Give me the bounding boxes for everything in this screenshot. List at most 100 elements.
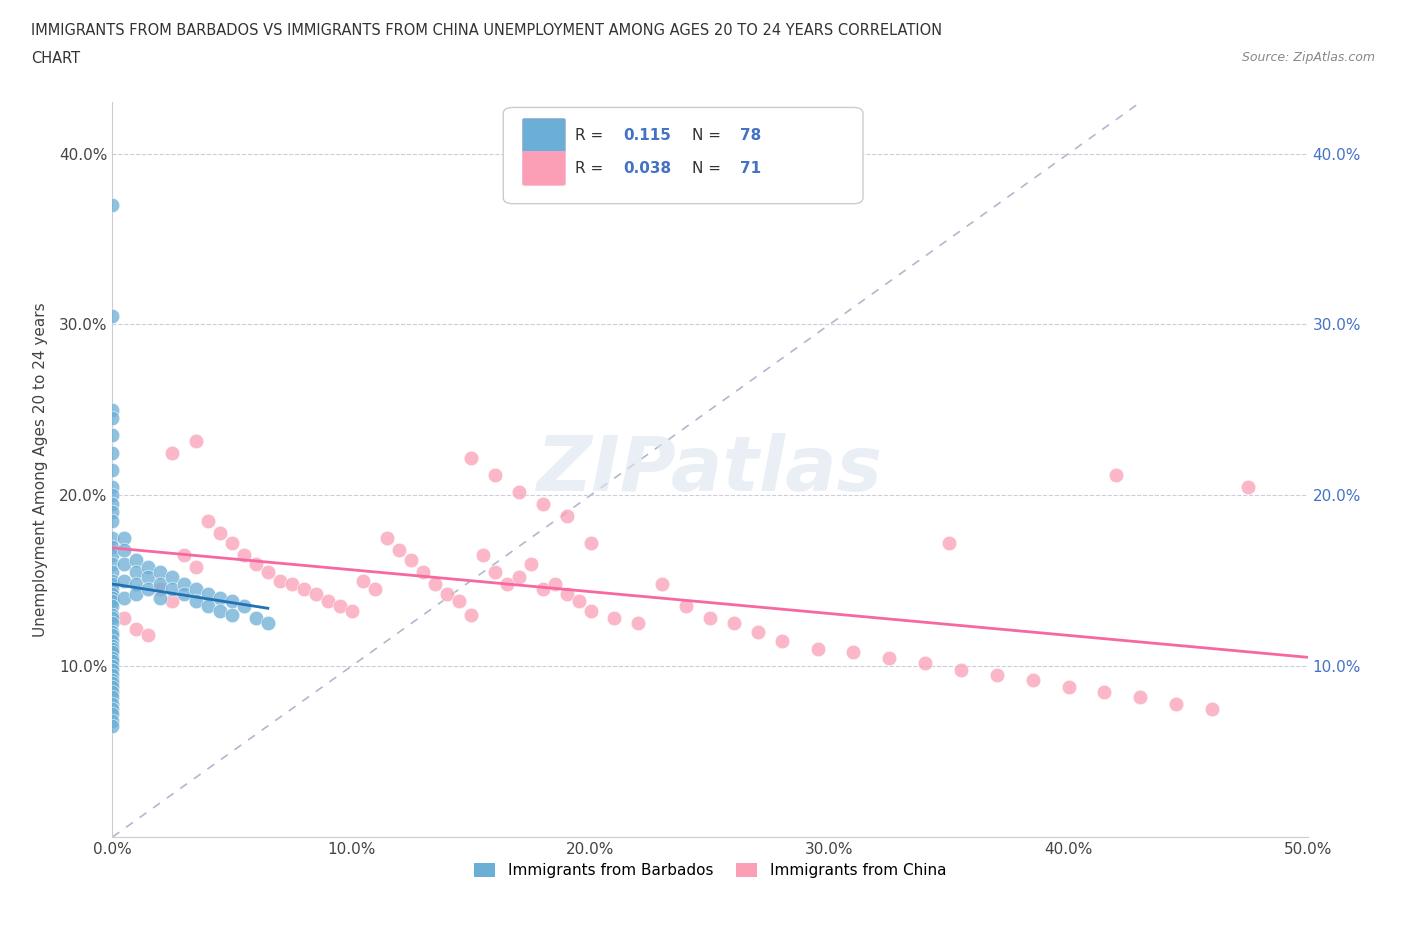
Point [1022,672,1045,687]
Point [101,676,124,691]
Point [770,633,793,648]
Point [627,616,650,631]
Point [101,611,124,626]
Text: 71: 71 [740,161,761,176]
Point [101,719,124,734]
Point [245,556,267,571]
Point [209,591,232,605]
Point [101,689,124,704]
Point [555,509,578,524]
Point [101,573,124,588]
Point [101,628,124,643]
Point [125,621,148,636]
Point [950,662,973,677]
Text: R =: R = [575,161,609,176]
Point [520,556,543,571]
Point [101,582,124,597]
Point [842,645,865,660]
Point [101,633,124,648]
Point [531,497,554,512]
Point [460,607,482,622]
Point [531,582,554,597]
Point [173,587,195,602]
Point [472,548,495,563]
Point [1105,468,1128,483]
Point [305,587,328,602]
Point [197,513,219,528]
Point [138,570,160,585]
Point [101,667,124,682]
Point [101,599,124,614]
Text: Source: ZipAtlas.com: Source: ZipAtlas.com [1241,51,1375,64]
Point [101,497,124,512]
Point [101,684,124,699]
Point [101,701,124,716]
Point [162,582,183,597]
Point [114,530,135,545]
Point [101,658,124,673]
Point [1057,679,1080,694]
Point [101,662,124,677]
Point [209,525,232,540]
Point [114,542,135,557]
Point [149,591,172,605]
Point [101,411,124,426]
Point [101,530,124,545]
Point [101,593,124,608]
Point [138,582,160,597]
Point [114,591,135,605]
Point [1237,479,1260,494]
Point [138,560,160,575]
Point [436,587,458,602]
Point [101,650,124,665]
Point [101,638,124,653]
Point [125,565,148,579]
Text: CHART: CHART [31,51,80,66]
Point [149,565,172,579]
Y-axis label: Unemployment Among Ages 20 to 24 years: Unemployment Among Ages 20 to 24 years [32,302,48,637]
Point [508,570,530,585]
Point [508,485,530,499]
Point [292,582,315,597]
Point [221,607,243,622]
Point [101,539,124,554]
Text: ZIPatlas: ZIPatlas [537,432,883,507]
Point [101,679,124,694]
Point [555,587,578,602]
Point [723,616,745,631]
Point [269,573,291,588]
Legend: Immigrants from Barbados, Immigrants from China: Immigrants from Barbados, Immigrants fro… [468,857,952,884]
Point [114,556,135,571]
Text: 0.115: 0.115 [623,127,671,143]
Point [101,309,124,324]
Point [807,642,830,657]
Point [114,573,135,588]
Point [101,672,124,687]
Point [233,548,256,563]
Point [543,577,565,591]
Point [388,542,411,557]
Point [245,611,267,626]
Point [329,599,352,614]
Point [447,593,470,608]
Point [173,548,195,563]
Point [101,587,124,602]
Point [101,591,124,605]
Point [257,616,280,631]
Point [209,604,232,618]
Point [101,428,124,443]
Point [101,697,124,711]
Point [101,616,124,631]
Point [316,593,339,608]
Text: N =: N = [692,161,725,176]
Point [101,505,124,520]
Point [257,565,280,579]
Point [101,645,124,660]
Point [412,565,434,579]
Text: 78: 78 [740,127,761,143]
Text: R =: R = [575,127,609,143]
Point [125,577,148,591]
Point [651,577,673,591]
Point [699,611,721,626]
Point [938,536,960,551]
